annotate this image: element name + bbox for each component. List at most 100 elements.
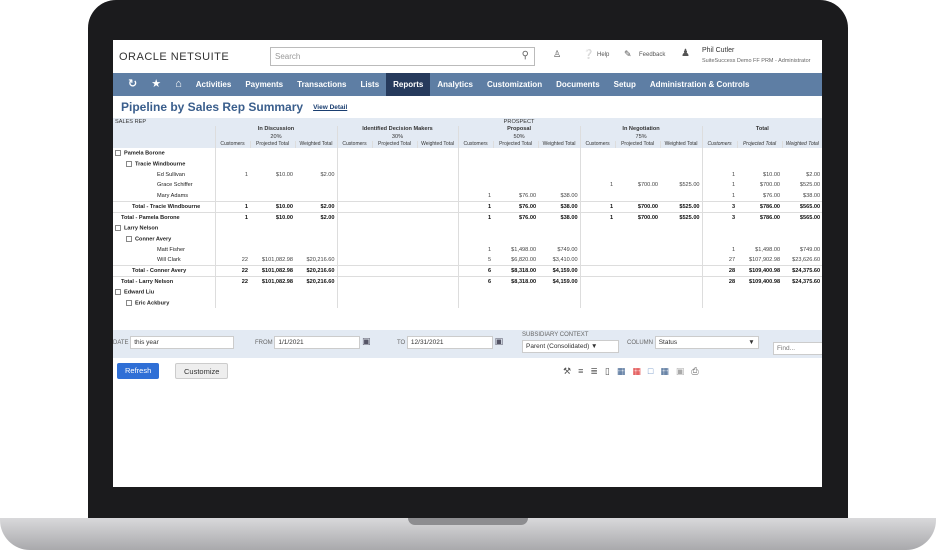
column-header[interactable]: Projected Total	[736, 140, 783, 148]
cell-value: 1	[457, 190, 494, 202]
nav-documents[interactable]: Documents	[556, 80, 600, 89]
row-label: Edward Liu	[113, 287, 215, 298]
cell-value	[493, 298, 538, 309]
column-header[interactable]: Weighted Total	[781, 140, 822, 148]
nav-lists[interactable]: Lists	[360, 80, 380, 89]
collapse-toggle-icon[interactable]	[126, 235, 132, 242]
row-label: Mary Adams	[113, 191, 215, 202]
nav-analytics[interactable]: Analytics	[437, 80, 473, 89]
cell-value	[615, 159, 660, 170]
column-header[interactable]: Projected Total	[371, 140, 417, 148]
user-icon[interactable]: ♟	[681, 48, 690, 59]
cell-value	[336, 201, 372, 213]
user-menu[interactable]: Phil Cutler SuiteSuccess Demo FF PRM - Ad…	[702, 46, 811, 66]
word-icon[interactable]: ▦	[660, 366, 676, 376]
cell-value: $109,400.98	[748, 267, 781, 274]
group-header: Proposal	[457, 125, 581, 133]
cell-value: $10.00	[275, 203, 293, 210]
collapse-icon[interactable]: ≡	[578, 366, 591, 376]
column-header[interactable]: Weighted Total	[537, 140, 581, 148]
table-row: Total - Larry Nelson 22 $101,082.98 $20,216…	[113, 276, 822, 287]
column-header[interactable]: Customers	[214, 140, 250, 148]
to-input[interactable]: 12/31/2021	[406, 336, 493, 349]
from-filter: FROM 1/1/2021 ▣	[255, 336, 371, 349]
search-icon[interactable]: ⚲	[521, 50, 529, 61]
collapse-toggle-icon[interactable]	[115, 150, 121, 157]
cell-value	[579, 254, 616, 266]
subsidiary-select[interactable]: Parent (Consolidated) ▼	[522, 340, 619, 353]
cell-value	[660, 244, 702, 255]
view-detail-link[interactable]: View Detail	[313, 103, 348, 111]
column-header[interactable]: Customers	[579, 140, 616, 148]
row-label: Eric Ackbury	[113, 298, 215, 309]
cell-value: 1	[579, 180, 616, 191]
cell-value	[579, 190, 616, 202]
cell-value	[782, 234, 822, 245]
rep-name: Total - Larry Nelson	[121, 278, 174, 285]
cell-value: $38.00	[560, 214, 578, 221]
find-input[interactable]: Find...	[773, 342, 822, 355]
column-header[interactable]: Customers	[457, 140, 494, 148]
collapse-toggle-icon[interactable]	[115, 289, 121, 296]
column-header[interactable]: Weighted Total	[659, 140, 703, 148]
collapse-toggle-icon[interactable]	[115, 224, 121, 231]
recent-records-icon[interactable]: ♙	[553, 49, 562, 59]
nav-customization[interactable]: Customization	[486, 80, 543, 89]
column-header[interactable]: Projected Total	[249, 140, 295, 148]
nav-setup[interactable]: Setup	[613, 80, 636, 89]
nav-activities[interactable]: Activities	[195, 80, 232, 89]
csv-icon[interactable]: □	[647, 366, 661, 376]
nav-administration[interactable]: Administration & Controls	[649, 80, 750, 89]
email-icon[interactable]: ▣	[675, 366, 692, 376]
feedback-link[interactable]: Feedback	[639, 52, 666, 58]
laptop-notch	[408, 518, 528, 525]
column-header[interactable]: Customers	[336, 140, 372, 148]
star-icon[interactable]: ★	[151, 78, 162, 90]
cell-value	[250, 159, 295, 170]
cell-value	[417, 191, 458, 202]
chart-icon[interactable]: ▯	[604, 366, 617, 376]
nav-reports[interactable]: Reports	[386, 73, 431, 96]
feedback-icon[interactable]: ✎	[624, 49, 632, 59]
collapse-toggle-icon[interactable]	[126, 299, 132, 306]
cell-value	[737, 159, 782, 170]
group-percent: 75%	[579, 133, 703, 141]
report-toolbar: ⚒≡≣▯▦▦□▦▣⎙	[563, 366, 706, 377]
cell-value: $24,375.60	[792, 278, 821, 285]
from-input[interactable]: 1/1/2021	[274, 336, 361, 349]
pdf-icon[interactable]: ▦	[632, 366, 648, 376]
column-header[interactable]: Projected Total	[614, 140, 661, 148]
chevron-down-icon: ▼	[591, 343, 598, 350]
calendar-icon[interactable]: ▣	[494, 336, 504, 347]
refresh-button[interactable]: Refresh	[117, 363, 160, 379]
cell-value	[336, 169, 372, 181]
column-header[interactable]: Customers	[701, 140, 738, 148]
home-icon[interactable]: ⌂	[175, 78, 182, 90]
column-header[interactable]: Weighted Total	[294, 140, 337, 148]
collapse-toggle-icon[interactable]	[126, 160, 132, 167]
cell-value	[295, 298, 337, 309]
cell-value	[372, 169, 417, 180]
column-select[interactable]: Status ▼	[654, 336, 759, 349]
calendar-icon[interactable]: ▣	[362, 336, 371, 347]
nav-transactions[interactable]: Transactions	[297, 80, 347, 89]
sales-rep-header: SALES REP	[113, 118, 215, 126]
nav-payments[interactable]: Payments	[245, 80, 284, 89]
expand-icon[interactable]: ≣	[590, 366, 605, 376]
search-input[interactable]: Search ⚲	[270, 47, 535, 66]
help-link[interactable]: Help	[597, 52, 610, 58]
excel-icon[interactable]: ▦	[616, 366, 633, 376]
column-header[interactable]: Projected Total	[492, 140, 539, 148]
customize-button[interactable]: Customize	[175, 363, 229, 379]
wrench-icon[interactable]: ⚒	[563, 366, 579, 376]
cell-value	[417, 266, 458, 277]
print-icon[interactable]: ⎙	[691, 366, 706, 376]
cell-value	[660, 266, 702, 277]
date-input[interactable]: this year	[130, 336, 235, 349]
cell-value	[214, 297, 250, 309]
column-header[interactable]: Weighted Total	[416, 140, 459, 148]
help-icon[interactable]: ❔	[583, 49, 595, 59]
recent-icon[interactable]: ↻	[128, 78, 138, 90]
cell-value: 1	[701, 244, 738, 255]
cell-value	[214, 148, 250, 159]
